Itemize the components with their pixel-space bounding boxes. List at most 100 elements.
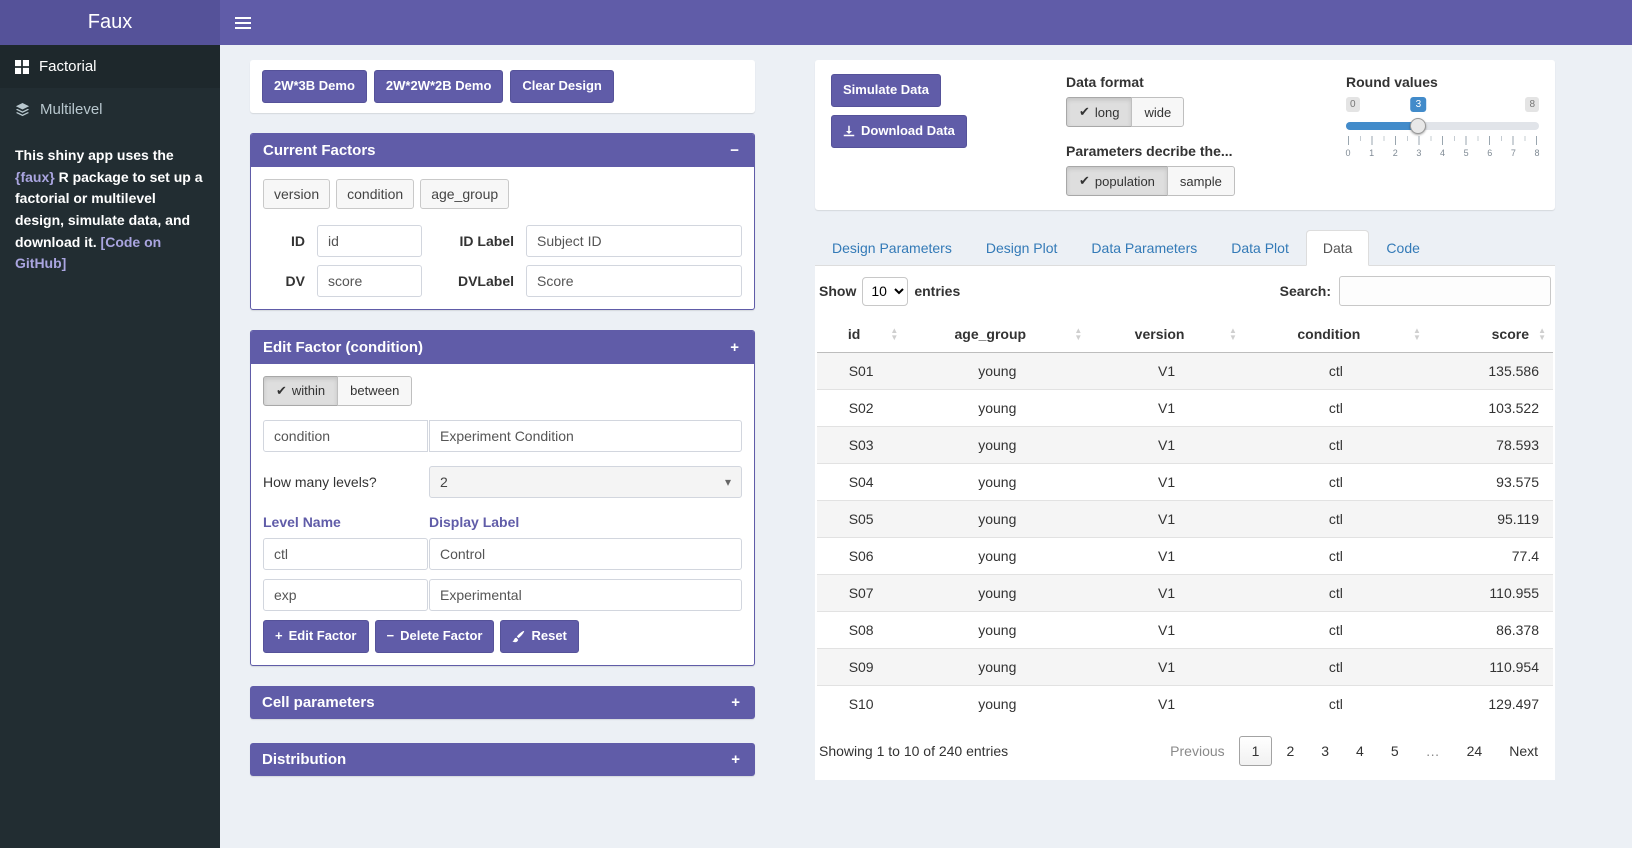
previous-button[interactable]: Previous	[1170, 743, 1225, 759]
demo-2w2w2b-button[interactable]: 2W*2W*2B Demo	[373, 70, 504, 103]
tab-design-plot[interactable]: Design Plot	[985, 240, 1058, 256]
table-row[interactable]: S06 young V1 ctl 77.4	[817, 537, 1553, 575]
within-option[interactable]: ✔ within	[263, 375, 339, 406]
factor-chip-condition[interactable]: condition	[336, 178, 415, 209]
collapse-plus-icon[interactable]: +	[730, 338, 739, 356]
sample-option[interactable]: sample	[1166, 166, 1235, 196]
table-row[interactable]: S10 young V1 ctl 129.497	[817, 685, 1553, 722]
level-label-input-2[interactable]	[429, 578, 742, 611]
wide-option[interactable]: wide	[1131, 97, 1185, 127]
sidebar-item-multilevel[interactable]: Multilevel	[0, 88, 220, 131]
table-row[interactable]: S09 young V1 ctl 110.954	[817, 648, 1553, 686]
page-button-4[interactable]: 4	[1356, 743, 1364, 759]
population-option[interactable]: ✔ population	[1066, 166, 1168, 196]
design-column: 2W*3B Demo 2W*2W*2B Demo Clear Design Cu…	[250, 60, 755, 838]
edit-factor-title: Edit Factor (condition)	[263, 338, 423, 356]
tab-data-parameters[interactable]: Data Parameters	[1091, 240, 1198, 256]
column-header-version[interactable]: version ▲ ▼	[1089, 316, 1244, 353]
column-header-condition[interactable]: condition ▲ ▼	[1243, 316, 1428, 353]
edit-factor-actions: + Edit Factor − Delete Factor Reset	[263, 619, 742, 653]
sort-asc-icon: ▲	[1074, 326, 1083, 335]
page-button-1[interactable]: 1	[1238, 736, 1273, 766]
page-button-24[interactable]: 24	[1466, 743, 1483, 759]
edit-factor-box: Edit Factor (condition) + ✔ within betwe…	[250, 329, 755, 666]
sort-icons[interactable]: ▲ ▼	[890, 327, 898, 342]
id-input[interactable]	[317, 224, 422, 257]
page-button-3[interactable]: 3	[1321, 743, 1330, 759]
dv-display-label-input[interactable]	[526, 264, 742, 297]
column-header-id[interactable]: id ▲ ▼	[817, 316, 906, 353]
simulate-options-box: Simulate Data Download Data Data format …	[815, 60, 1555, 210]
table-row[interactable]: S01 young V1 ctl 135.586	[817, 352, 1553, 390]
faux-link[interactable]: {faux}	[15, 168, 55, 185]
cell-parameters-header[interactable]: Cell parameters +	[250, 685, 755, 719]
table-row[interactable]: S02 young V1 ctl 103.522	[817, 389, 1553, 427]
long-option[interactable]: ✔ long	[1066, 97, 1133, 127]
slider-handle[interactable]	[1410, 118, 1427, 134]
page-button-5[interactable]: 5	[1390, 743, 1399, 759]
tab-design-parameters[interactable]: Design Parameters	[832, 240, 952, 256]
factor-chip-age-group[interactable]: age_group	[420, 178, 510, 209]
tab-data[interactable]: Data	[1305, 230, 1370, 266]
current-factors-title: Current Factors	[263, 141, 376, 159]
level-name-input-2[interactable]	[263, 578, 428, 611]
table-row[interactable]: S04 young V1 ctl 93.575	[817, 463, 1553, 501]
dv-label-label: DVLabel	[457, 272, 514, 289]
sort-icons[interactable]: ▲ ▼	[1229, 327, 1237, 342]
factor-display-input[interactable]	[429, 419, 742, 452]
column-header-score[interactable]: score ▲ ▼	[1427, 316, 1553, 353]
download-data-button[interactable]: Download Data	[831, 114, 967, 148]
distribution-header[interactable]: Distribution +	[250, 742, 755, 776]
round-values-slider[interactable]: 0 8 3 0 1 2 3 4	[1345, 97, 1540, 163]
level-column-headers: Level Name Display Label	[263, 514, 742, 530]
slider-value-label: 3	[1410, 97, 1427, 112]
table-row[interactable]: S07 young V1 ctl 110.955	[817, 574, 1553, 612]
between-option[interactable]: between	[337, 375, 413, 406]
github-link[interactable]: [Code on GitHub]	[15, 233, 162, 272]
sidebar-item-factorial[interactable]: Factorial	[0, 45, 220, 88]
display-label-column-header: Display Label	[429, 513, 520, 530]
clear-design-button[interactable]: Clear Design	[510, 70, 614, 103]
round-values-label: Round values	[1346, 74, 1438, 90]
collapse-minus-icon[interactable]: −	[730, 141, 739, 159]
id-label-label: ID Label	[459, 232, 514, 249]
id-display-label-input[interactable]	[526, 224, 742, 257]
sort-icons[interactable]: ▲ ▼	[1538, 327, 1546, 342]
table-row[interactable]: S05 young V1 ctl 95.119	[817, 500, 1553, 538]
format-options: Data format ✔ long wide Parameters decri…	[1066, 74, 1301, 196]
table-controls: Show 10 entries Search:	[817, 266, 1553, 312]
cell-parameters-title: Cell parameters	[262, 693, 375, 711]
factor-chip-version[interactable]: version	[263, 178, 331, 209]
search-input[interactable]	[1339, 276, 1551, 306]
sidebar-toggle-button[interactable]	[220, 0, 266, 45]
sort-icons[interactable]: ▲ ▼	[1413, 327, 1421, 342]
edit-factor-button[interactable]: + Edit Factor	[263, 619, 369, 653]
app-logo[interactable]: Faux	[0, 0, 220, 45]
level-row	[263, 578, 742, 611]
dv-input[interactable]	[317, 264, 422, 297]
reset-button[interactable]: Reset	[500, 619, 579, 653]
factor-name-input[interactable]	[263, 419, 428, 452]
table-row[interactable]: S08 young V1 ctl 86.378	[817, 611, 1553, 649]
collapse-plus-icon[interactable]: +	[731, 693, 740, 711]
demo-2w3b-button[interactable]: 2W*3B Demo	[262, 70, 367, 103]
tab-data-plot[interactable]: Data Plot	[1231, 240, 1289, 256]
levels-select[interactable]: 2 ▾	[429, 465, 742, 498]
table-row[interactable]: S03 young V1 ctl 78.593	[817, 426, 1553, 464]
tab-code[interactable]: Code	[1386, 240, 1420, 256]
delete-factor-button[interactable]: − Delete Factor	[374, 619, 495, 653]
sort-icons[interactable]: ▲ ▼	[1074, 326, 1083, 342]
page-button-2[interactable]: 2	[1286, 743, 1295, 759]
entries-label: entries	[914, 283, 961, 299]
main-content: 2W*3B Demo 2W*2W*2B Demo Clear Design Cu…	[220, 45, 1632, 848]
level-label-input-1[interactable]	[429, 537, 742, 570]
next-button[interactable]: Next	[1509, 743, 1538, 759]
simulate-data-button[interactable]: Simulate Data	[831, 74, 941, 107]
table-info: Showing 1 to 10 of 240 entries	[819, 743, 1009, 759]
page-length-select[interactable]: 10	[862, 276, 909, 306]
slider-track[interactable]	[1346, 122, 1539, 130]
sort-desc-icon: ▼	[1074, 333, 1083, 342]
collapse-plus-icon[interactable]: +	[731, 750, 740, 768]
column-header-age-group[interactable]: age_group ▲ ▼	[905, 316, 1090, 353]
level-name-input-1[interactable]	[263, 537, 428, 570]
